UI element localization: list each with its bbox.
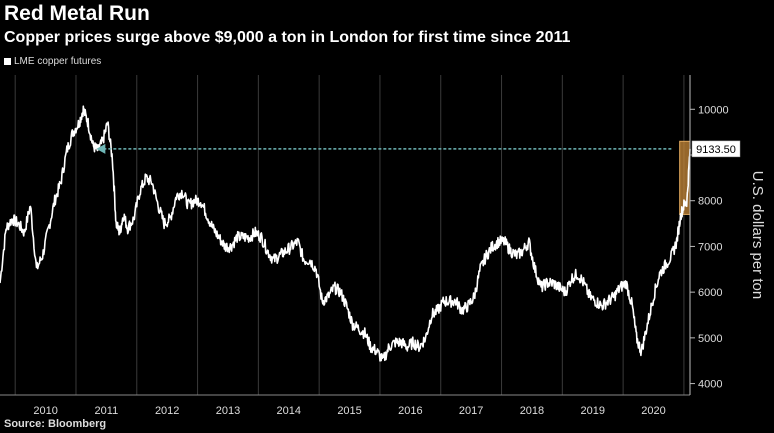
chart-subtitle: Copper prices surge above $9,000 a ton i… <box>4 29 571 46</box>
series-layer <box>0 105 691 362</box>
x-tick-label: 2011 <box>95 405 119 417</box>
legend: LME copper futures <box>4 56 101 67</box>
value-callout-box <box>691 140 741 158</box>
value-callout-label: 9133.50 <box>696 144 736 156</box>
legend-swatch <box>4 58 11 65</box>
grid-lines <box>14 75 685 395</box>
x-tick-label: 2012 <box>155 405 179 417</box>
y-axis-title: U.S. dollars per ton <box>749 171 766 299</box>
legend-label: LME copper futures <box>14 56 102 67</box>
reference-arrow-head <box>96 143 106 154</box>
x-tick-label: 2019 <box>580 405 604 417</box>
y-tick-label: 10000 <box>698 104 729 116</box>
y-tick-label: 8000 <box>698 196 722 208</box>
x-tick-label: 2016 <box>398 405 422 417</box>
chart-title: Red Metal Run <box>4 2 150 25</box>
arrow-layer <box>96 143 672 154</box>
y-tick-label: 6000 <box>698 287 722 299</box>
y-tick-label: 7000 <box>698 241 722 253</box>
y-tick-label: 5000 <box>698 333 722 345</box>
price-line <box>0 105 691 362</box>
x-tick-label: 2017 <box>459 405 483 417</box>
x-tick-label: 2014 <box>277 405 301 417</box>
x-tick-label: 2013 <box>216 405 240 417</box>
y-tick-label: 4000 <box>698 379 722 391</box>
x-tick-label: 2010 <box>33 405 57 417</box>
source-note: Source: Bloomberg <box>4 418 107 430</box>
x-tick-label: 2020 <box>641 405 665 417</box>
x-tick-label: 2015 <box>337 405 361 417</box>
label-layer: 9133.50 <box>691 140 741 158</box>
x-tick-label: 2018 <box>520 405 544 417</box>
axis-layer: 2010 2011 2012 2013 2014 2015 2016 2017 2018 2019… <box>0 75 766 417</box>
